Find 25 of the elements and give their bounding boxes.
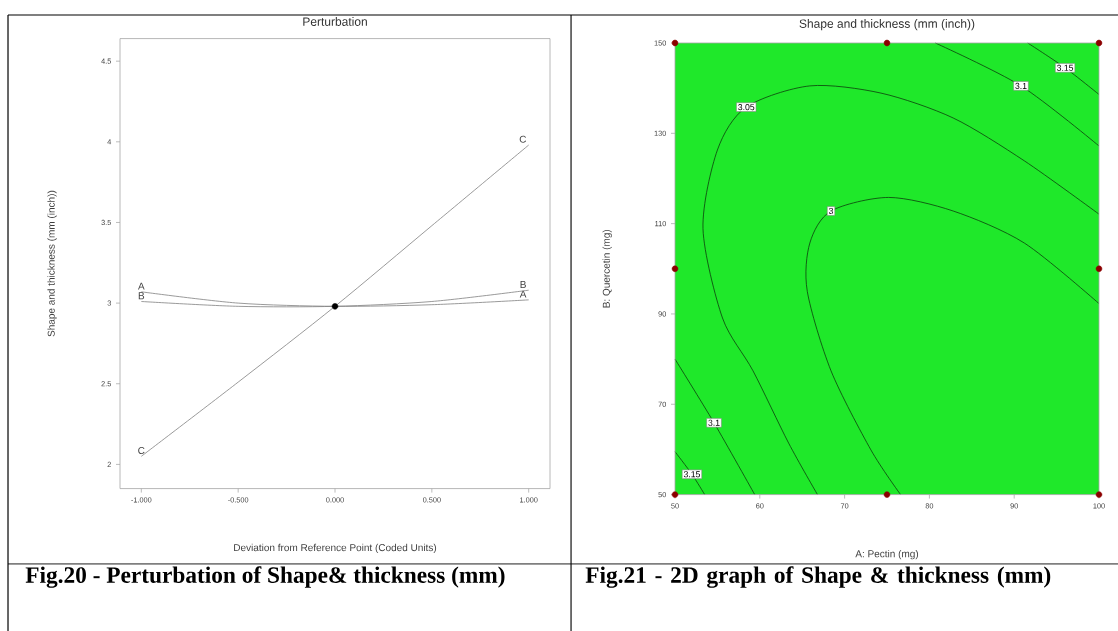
point [883, 491, 891, 498]
y-axis-title: Shape and thickness (mm (inch)) [47, 190, 57, 337]
x-axis-title: A: Pectin (mg) [855, 550, 919, 560]
line-series [140, 144, 530, 457]
text: A [138, 282, 145, 290]
x-axis-title: Deviation from Reference Point (Coded Units) [234, 543, 437, 554]
text: B [520, 281, 526, 288]
text: C [519, 135, 527, 143]
point [671, 491, 679, 498]
point [1095, 265, 1103, 272]
series-label: C [138, 446, 145, 455]
caption: Fig.20 - Perturbation of Shape& thickness (mm) [25, 566, 505, 588]
point [1095, 39, 1103, 47]
chart-title: Shape and thickness (mm (inch)) [799, 19, 975, 31]
chart-title: Perturbation [303, 17, 367, 26]
point [671, 265, 679, 272]
point [1095, 491, 1103, 498]
series-label: A [519, 290, 527, 298]
series-label: B [138, 292, 145, 300]
point [671, 39, 679, 47]
y-axis-title: B: Quercetin (mg) [602, 229, 612, 308]
point [883, 39, 891, 47]
series-label: 3 [828, 207, 834, 215]
caption: Fig.21 - 2D graph of Shape & thickness (mm) [585, 566, 1051, 588]
line-series [805, 197, 1100, 495]
